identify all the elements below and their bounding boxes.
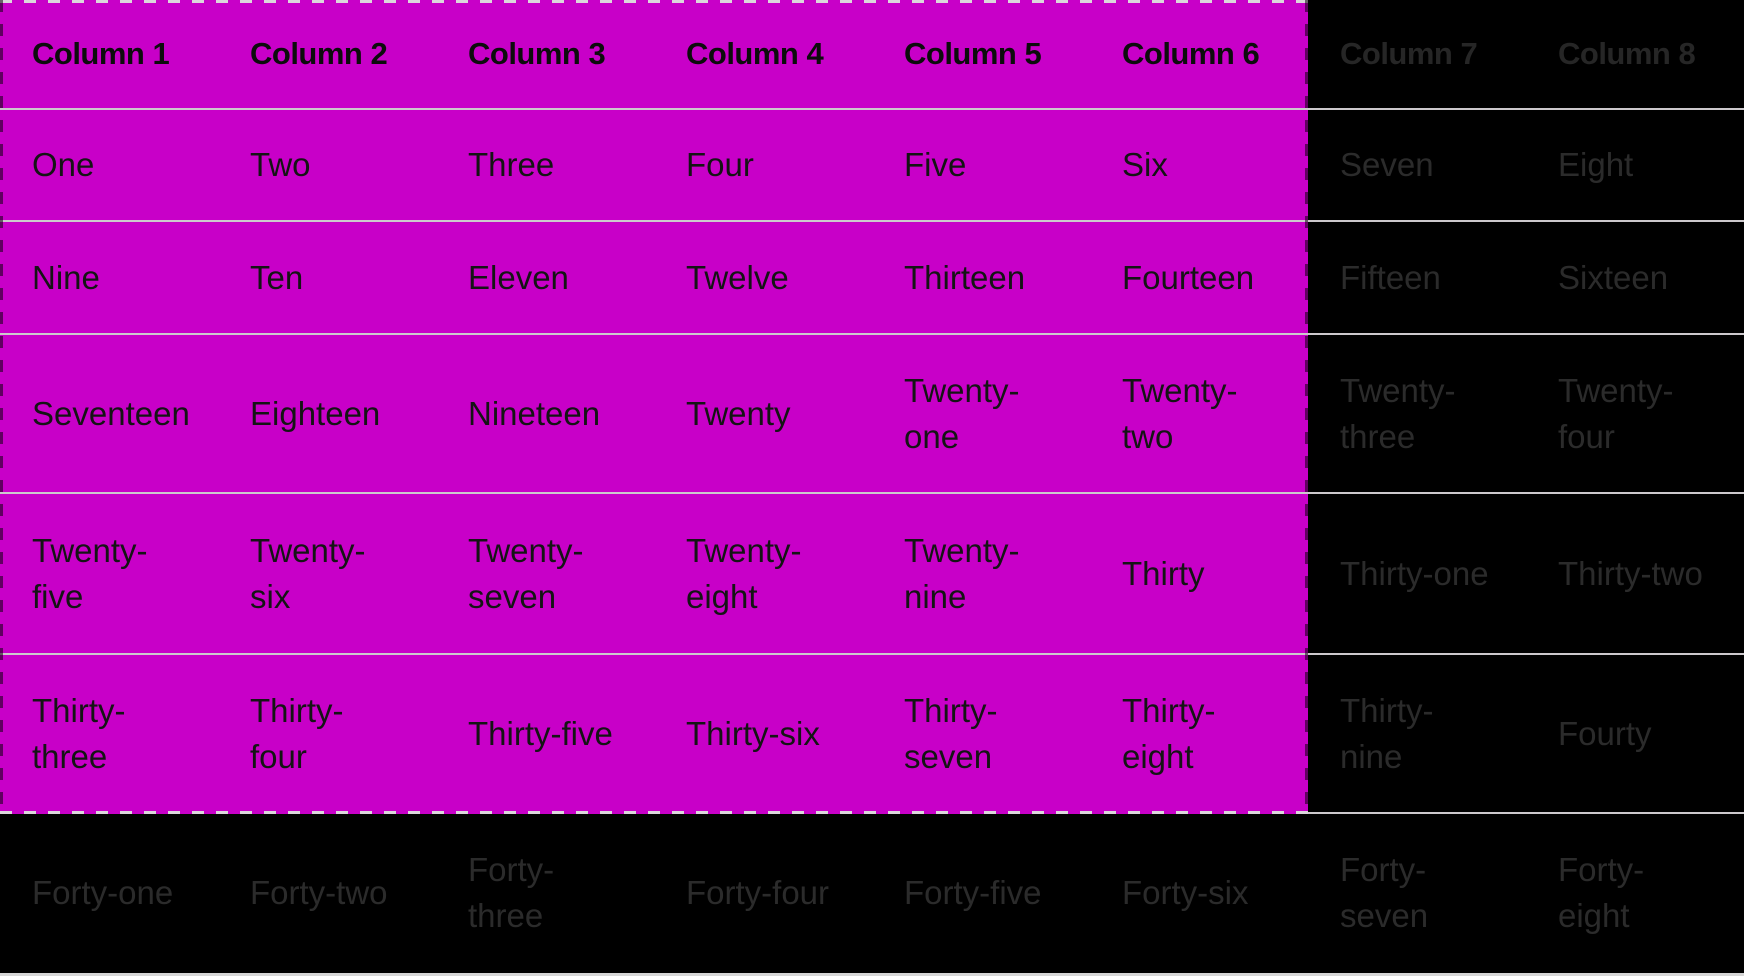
cell-r5c8[interactable]: Fourty [1526,655,1744,814]
table-row: Seventeen Eighteen Nineteen Twenty Twent… [0,335,1744,494]
cell-r5c7[interactable]: Thirty- nine [1308,655,1526,814]
cell-r5c5[interactable]: Thirty- seven [872,655,1090,814]
cell-r5c2[interactable]: Thirty- four [218,655,436,814]
table-row: Nine Ten Eleven Twelve Thirteen Fourteen… [0,222,1744,335]
cell-r1c8[interactable]: Eight [1558,146,1634,183]
cell-r2c4[interactable]: Twelve [654,222,872,333]
header-col-4[interactable]: Column 4 [654,0,872,108]
table-row: Forty-one Forty-two Forty- three Forty-f… [0,814,1744,972]
cell-r3c7[interactable]: Twenty- three [1340,371,1456,455]
cell-r4c4[interactable]: Twenty- eight [654,494,872,653]
table-row: One Two Three Four Five Six Seven Eight [0,110,1744,222]
cell-r2c7[interactable]: Fifteen [1340,258,1441,296]
cell-r1c6[interactable]: Six [1090,110,1308,220]
cell-r4c3[interactable]: Twenty- seven [436,494,654,653]
cell-r2c2[interactable]: Ten [218,222,436,333]
cell-r5c6[interactable]: Thirty- eight [1090,655,1308,814]
cell-r6c7[interactable]: Forty- seven [1340,851,1429,934]
cell-r6c1[interactable]: Forty-one [32,874,174,911]
cell-r2c3[interactable]: Eleven [436,222,654,333]
cell-r3c1[interactable]: Seventeen [0,335,218,492]
cell-r4c5[interactable]: Twenty- nine [872,494,1090,653]
cell-r6c8[interactable]: Forty- eight [1558,851,1645,934]
cell-r3c4[interactable]: Twenty [654,335,872,492]
header-row: Column 1 Column 2 Column 3 Column 4 Colu… [0,0,1744,110]
cell-r1c2[interactable]: Two [218,110,436,220]
header-col-1[interactable]: Column 1 [0,0,218,108]
cell-r1c1[interactable]: One [0,110,218,220]
cell-r2c6[interactable]: Fourteen [1090,222,1308,333]
header-col-8[interactable]: Column 8 [1558,36,1696,71]
cell-r6c2[interactable]: Forty-two [250,874,388,911]
cell-r5c3[interactable]: Thirty-five [436,655,654,814]
cell-r3c2[interactable]: Eighteen [218,335,436,492]
cell-r1c4[interactable]: Four [654,110,872,220]
cell-r4c7[interactable]: Thirty-one [1340,554,1489,592]
cell-r6c6[interactable]: Forty-six [1122,874,1249,911]
cell-r4c8[interactable]: Thirty-two [1558,554,1703,592]
cell-r5c1[interactable]: Thirty- three [0,655,218,814]
header-col-5[interactable]: Column 5 [872,0,1090,108]
cell-r6c4[interactable]: Forty-four [686,874,830,911]
cell-r3c5[interactable]: Twenty- one [872,335,1090,492]
header-col-3[interactable]: Column 3 [436,0,654,108]
cell-r4c6[interactable]: Thirty [1090,494,1308,653]
cell-r4c2[interactable]: Twenty- six [218,494,436,653]
cell-r3c6[interactable]: Twenty- two [1090,335,1308,492]
cell-r1c7[interactable]: Seven [1340,146,1434,183]
cell-r2c8[interactable]: Sixteen [1558,258,1669,296]
cell-r1c3[interactable]: Three [436,110,654,220]
cell-r6c3[interactable]: Forty- three [468,851,555,934]
cell-r4c1[interactable]: Twenty- five [0,494,218,653]
header-col-7[interactable]: Column 7 [1340,36,1478,71]
cell-r2c5[interactable]: Thirteen [872,222,1090,333]
cell-r3c3[interactable]: Nineteen [436,335,654,492]
table-row: Twenty- five Twenty- six Twenty- seven T… [0,494,1744,655]
table-row: Thirty- three Thirty- four Thirty-five T… [0,655,1744,814]
cell-r5c4[interactable]: Thirty-six [654,655,872,814]
cell-r1c5[interactable]: Five [872,110,1090,220]
cell-r6c5[interactable]: Forty-five [904,874,1042,911]
header-col-2[interactable]: Column 2 [218,0,436,108]
cell-r2c1[interactable]: Nine [0,222,218,333]
cell-r3c8[interactable]: Twenty- four [1558,371,1674,455]
header-col-6[interactable]: Column 6 [1090,0,1308,108]
